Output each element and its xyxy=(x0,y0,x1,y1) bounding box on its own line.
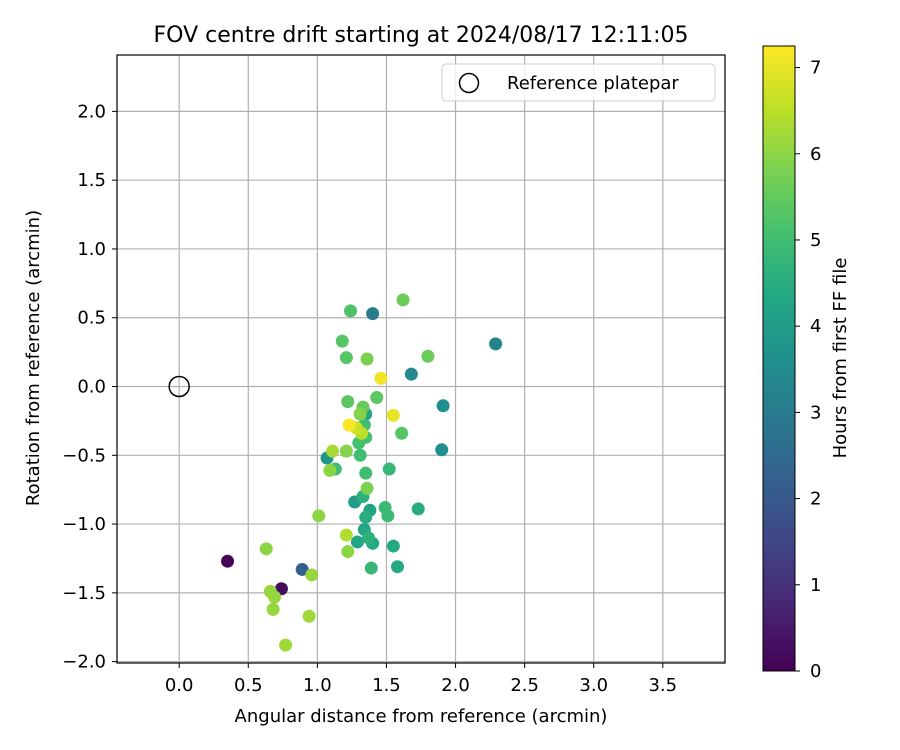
data-point xyxy=(489,337,503,351)
data-point xyxy=(396,293,410,307)
reference-marker xyxy=(168,375,190,398)
data-point xyxy=(364,561,378,575)
data-point xyxy=(335,334,349,348)
y-tick-label: 0.0 xyxy=(77,377,106,398)
data-point xyxy=(359,466,373,480)
x-tick-label: 1.5 xyxy=(372,675,401,696)
colorbar-tick-label: 7 xyxy=(810,58,821,79)
data-point xyxy=(339,444,353,458)
legend-marker-reference xyxy=(458,72,480,94)
legend-label-reference: Reference platepar xyxy=(507,73,679,94)
colorbar-ticks: 0 1 2 3 4 5 6 7 xyxy=(795,58,821,682)
colorbar-tick-label: 2 xyxy=(810,489,821,510)
y-tick-label: −1.0 xyxy=(62,514,106,535)
x-tick-label: 3.0 xyxy=(579,675,608,696)
y-tick-label: 2.0 xyxy=(77,101,106,122)
data-point xyxy=(386,408,400,422)
y-axis-label: Rotation from reference (arcmin) xyxy=(23,210,44,506)
data-point xyxy=(339,351,353,365)
x-axis-label: Angular distance from reference (arcmin) xyxy=(235,706,608,727)
data-point xyxy=(435,443,449,457)
y-tick-label: 1.0 xyxy=(77,239,106,260)
data-point xyxy=(259,542,273,556)
y-tick-label: −1.5 xyxy=(62,583,106,604)
colorbar-tick-label: 6 xyxy=(810,144,821,165)
data-point xyxy=(302,609,316,623)
data-point xyxy=(344,304,358,318)
data-point xyxy=(386,539,400,553)
data-point xyxy=(421,349,435,363)
data-point xyxy=(266,602,280,616)
x-tick-label: 0.5 xyxy=(234,675,263,696)
data-point xyxy=(279,638,293,652)
colorbar-tick-label: 5 xyxy=(810,230,821,251)
data-point xyxy=(411,502,425,516)
data-point xyxy=(268,590,282,604)
data-point xyxy=(339,528,353,542)
legend: Reference platepar xyxy=(441,63,716,102)
x-tick-label: 3.5 xyxy=(648,675,677,696)
data-point xyxy=(295,562,309,576)
legend-box xyxy=(441,63,716,102)
data-point xyxy=(366,307,380,321)
data-point xyxy=(353,407,367,421)
y-axis-ticks: −2.0 −1.5 −1.0 −0.5 0.0 0.5 1.0 1.5 2.0 xyxy=(62,101,117,673)
data-point xyxy=(395,426,409,440)
colorbar-label: Hours from first FF file xyxy=(830,258,851,459)
data-point xyxy=(361,531,375,545)
chart-title: FOV centre drift starting at 2024/08/17 … xyxy=(154,23,689,48)
plot-frame xyxy=(116,54,726,664)
data-point xyxy=(382,462,396,476)
data-points xyxy=(221,293,503,652)
y-tick-label: 0.5 xyxy=(77,308,106,329)
data-point xyxy=(341,545,355,559)
data-point xyxy=(370,391,384,405)
data-point xyxy=(305,568,319,582)
grid-lines xyxy=(117,55,725,663)
y-tick-label: −2.0 xyxy=(62,652,106,673)
data-point xyxy=(360,481,374,495)
data-point xyxy=(404,367,418,381)
x-tick-label: 1.0 xyxy=(303,675,332,696)
colorbar-tick-label: 3 xyxy=(810,402,821,423)
data-point xyxy=(341,395,355,409)
colorbar-tick-label: 0 xyxy=(810,661,821,682)
data-point xyxy=(436,399,450,413)
x-tick-label: 0.0 xyxy=(165,675,194,696)
data-point xyxy=(323,463,337,477)
data-point xyxy=(359,510,373,524)
colorbar-tick-label: 1 xyxy=(810,575,821,596)
colorbar-tick-label: 4 xyxy=(810,316,821,337)
reference-point xyxy=(168,375,190,398)
data-point xyxy=(221,554,235,568)
data-point xyxy=(342,418,356,432)
data-point xyxy=(312,509,326,523)
x-tick-label: 2.5 xyxy=(510,675,539,696)
data-point xyxy=(391,560,405,574)
data-point xyxy=(381,509,395,523)
y-tick-label: 1.5 xyxy=(77,170,106,191)
data-point xyxy=(350,535,364,549)
x-axis-ticks: 0.0 0.5 1.0 1.5 2.0 2.5 3.0 3.5 xyxy=(165,663,677,696)
data-point xyxy=(326,444,340,458)
data-point xyxy=(360,352,374,366)
y-tick-label: −0.5 xyxy=(62,445,106,466)
x-tick-label: 2.0 xyxy=(441,675,470,696)
colorbar xyxy=(762,45,796,672)
data-point xyxy=(374,371,388,385)
data-point xyxy=(353,448,367,462)
